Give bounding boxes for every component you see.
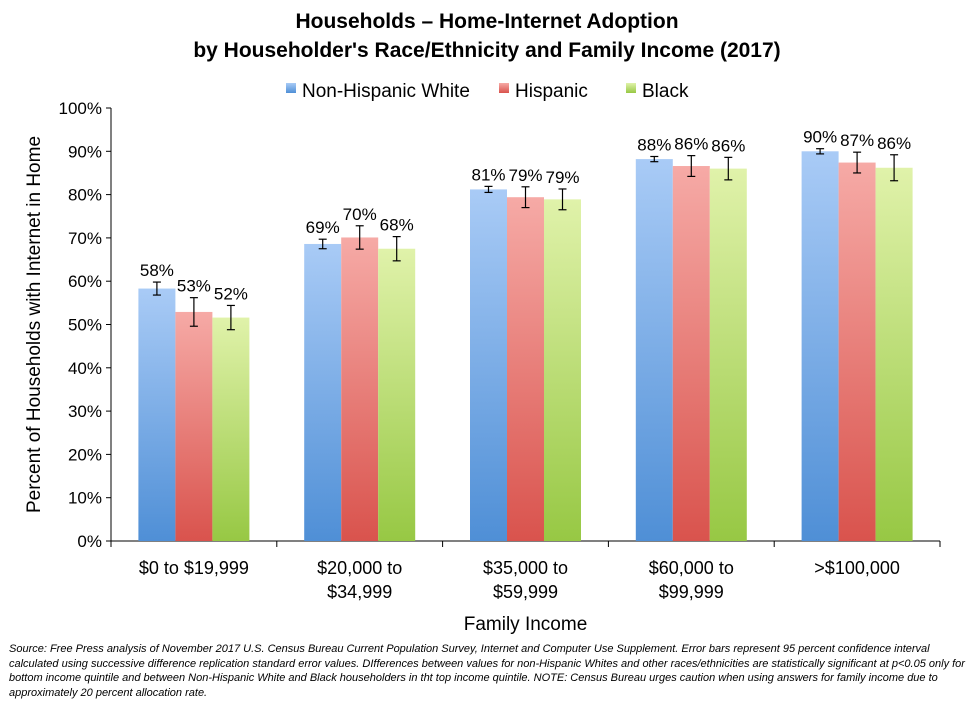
- chart-subtitle: by Householder's Race/Ethnicity and Fami…: [193, 39, 781, 62]
- data-label: 53%: [177, 277, 211, 296]
- bar: [378, 248, 416, 541]
- data-label: 86%: [877, 134, 911, 153]
- bar: [709, 168, 747, 541]
- y-tick-label: 0%: [77, 532, 102, 551]
- legend-swatch: [286, 83, 296, 93]
- x-tick-label: $60,000 to: [649, 558, 734, 578]
- bar-chart: Non-Hispanic White Hispanic Black 0% 10% 20% 3…: [24, 81, 941, 635]
- bar: [801, 151, 839, 542]
- bar: [672, 166, 710, 541]
- bar: [212, 317, 250, 541]
- bar: [138, 288, 176, 541]
- x-tick-label: $20,000 to: [317, 558, 402, 578]
- legend-swatch: [499, 83, 509, 93]
- y-tick-label: 90%: [68, 142, 102, 161]
- x-axis-label: Family Income: [464, 614, 588, 635]
- bar: [341, 237, 379, 542]
- data-label: 68%: [380, 216, 414, 235]
- data-label: 69%: [306, 218, 340, 237]
- data-label: 79%: [508, 166, 542, 185]
- data-label: 81%: [471, 165, 505, 184]
- legend-label: Non-Hispanic White: [302, 81, 470, 102]
- data-label: 87%: [840, 131, 874, 150]
- data-label: 52%: [214, 284, 248, 303]
- legend-swatch: [626, 83, 636, 93]
- data-label: 86%: [674, 135, 708, 154]
- bar: [875, 167, 913, 541]
- data-label: 79%: [545, 168, 579, 187]
- data-label: 70%: [343, 205, 377, 224]
- bar: [838, 162, 876, 542]
- source-note: Source: Free Press analysis of November …: [9, 643, 965, 699]
- data-label: 90%: [803, 128, 837, 147]
- x-tick-label: $59,999: [493, 582, 558, 602]
- y-tick-label: 50%: [68, 316, 102, 335]
- x-tick-label: $0 to $19,999: [139, 558, 249, 578]
- data-label: 58%: [140, 261, 174, 280]
- y-tick-label: 10%: [68, 489, 102, 508]
- data-label: 86%: [711, 136, 745, 155]
- x-tick-label: >$100,000: [814, 558, 900, 578]
- y-tick-label: 40%: [68, 359, 102, 378]
- legend-label: Hispanic: [515, 81, 588, 102]
- y-tick-label: 80%: [68, 186, 102, 205]
- x-tick-label: $99,999: [659, 582, 724, 602]
- bar: [544, 199, 581, 541]
- bar: [635, 159, 673, 541]
- y-tick-label: 70%: [68, 229, 102, 248]
- data-label: 88%: [637, 135, 671, 154]
- bar: [304, 243, 342, 541]
- x-tick-label: $34,999: [327, 582, 392, 602]
- bar: [470, 189, 507, 542]
- chart-title: Households – Home-Internet Adoption: [295, 10, 679, 33]
- y-tick-label: 30%: [68, 402, 102, 421]
- y-tick-label: 100%: [59, 99, 102, 118]
- legend-label: Black: [642, 81, 689, 102]
- y-axis-label: Percent of Households with Internet in H…: [24, 136, 45, 513]
- y-tick-label: 60%: [68, 272, 102, 291]
- y-tick-label: 20%: [68, 445, 102, 464]
- bar: [507, 197, 544, 541]
- x-tick-label: $35,000 to: [483, 558, 568, 578]
- bar: [175, 311, 213, 541]
